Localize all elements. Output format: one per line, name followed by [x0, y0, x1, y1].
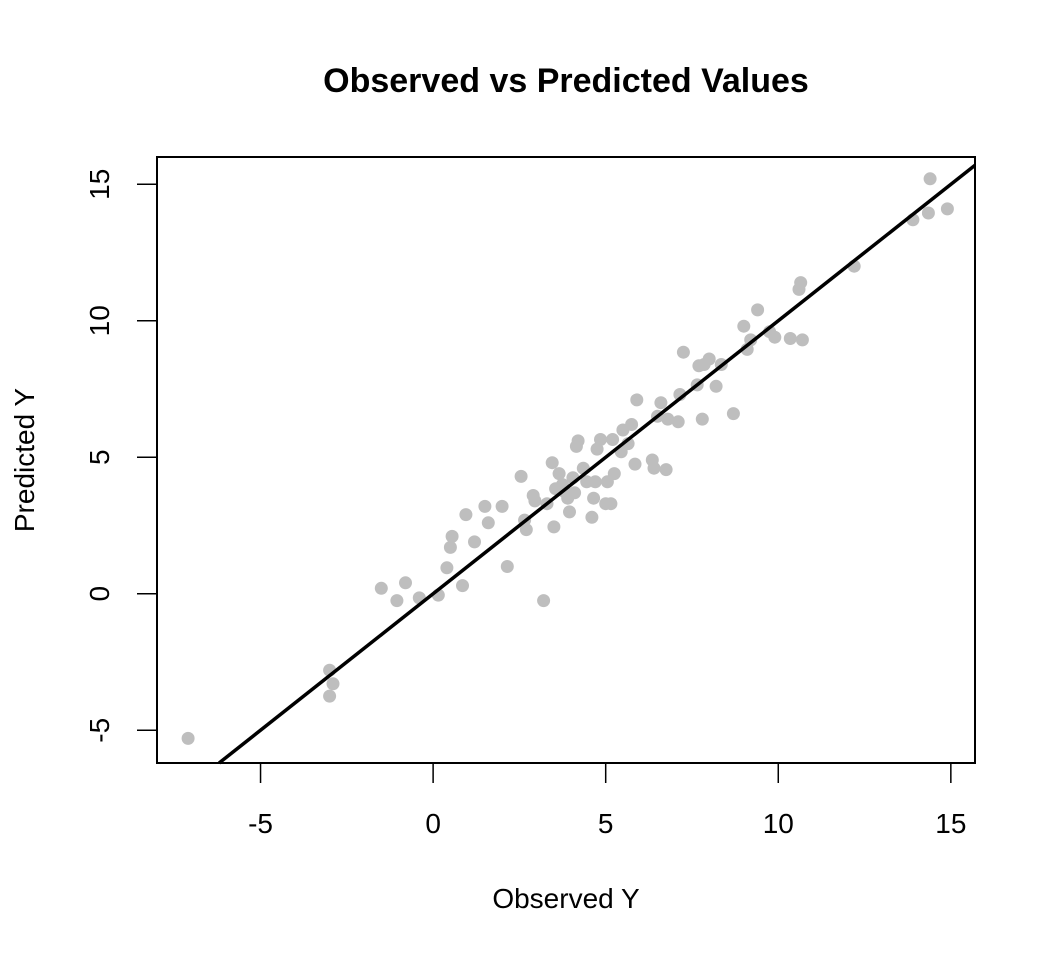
x-tick-label: 15 [935, 808, 966, 839]
data-point [654, 396, 668, 410]
data-point [326, 677, 340, 691]
data-point [585, 510, 599, 524]
data-point [440, 561, 454, 575]
data-points [181, 172, 954, 745]
data-point [751, 303, 765, 317]
data-point [571, 434, 585, 448]
x-axis: -5 0 5 10 15 [248, 762, 966, 839]
y-axis-label: Predicted Y [9, 388, 40, 533]
data-point [794, 276, 808, 290]
data-point [500, 560, 514, 573]
data-point [630, 393, 644, 407]
data-point [537, 594, 551, 608]
data-point [695, 412, 709, 426]
data-point [594, 433, 607, 446]
data-point [390, 594, 404, 608]
data-point [481, 516, 495, 530]
data-point [921, 206, 935, 220]
data-point [709, 379, 723, 393]
data-point [923, 172, 937, 186]
data-point [563, 505, 576, 519]
data-point [519, 523, 533, 537]
data-point [495, 499, 509, 513]
y-tick-label: -5 [84, 718, 115, 743]
data-point [587, 491, 601, 505]
data-point [768, 330, 782, 344]
data-point [374, 581, 388, 595]
x-tick-label: 0 [425, 808, 441, 839]
x-tick-label: 5 [598, 808, 614, 839]
data-point [547, 520, 561, 534]
y-tick-label: 5 [84, 449, 115, 465]
data-point [552, 467, 566, 481]
x-tick-label: 10 [763, 808, 794, 839]
data-point [459, 508, 473, 522]
data-point [647, 461, 661, 475]
data-point [628, 457, 642, 471]
data-point [399, 576, 412, 590]
data-point [783, 332, 797, 345]
y-tick-label: 10 [84, 305, 115, 336]
data-point [443, 540, 457, 554]
x-tick-label: -5 [248, 808, 273, 839]
data-point [514, 469, 528, 483]
data-point [568, 486, 582, 500]
data-point [737, 319, 751, 333]
data-point [726, 407, 740, 421]
y-tick-label: 15 [84, 169, 115, 200]
y-tick-label: 0 [84, 586, 115, 602]
data-point [604, 497, 618, 511]
reference-line-layer [218, 163, 977, 765]
data-point [659, 463, 673, 477]
data-point [468, 535, 481, 549]
data-point [606, 433, 620, 446]
data-point [588, 475, 602, 489]
data-point [545, 456, 559, 470]
reference-line [218, 163, 977, 765]
x-axis-label: Observed Y [492, 883, 640, 914]
data-point [795, 333, 809, 347]
data-point [702, 352, 716, 366]
plot-frame [156, 156, 976, 764]
data-point [323, 689, 337, 703]
data-point [181, 731, 195, 745]
data-point [625, 418, 639, 431]
data-point [478, 499, 492, 513]
data-point [676, 345, 690, 359]
chart-title: Observed vs Predicted Values [323, 62, 809, 100]
data-point [445, 529, 459, 543]
y-axis: -5 0 5 10 15 [84, 169, 158, 743]
data-point [456, 579, 469, 593]
data-point [671, 415, 685, 429]
data-point [528, 494, 542, 508]
data-point [607, 467, 621, 481]
data-point [661, 412, 675, 426]
data-point [940, 202, 954, 216]
